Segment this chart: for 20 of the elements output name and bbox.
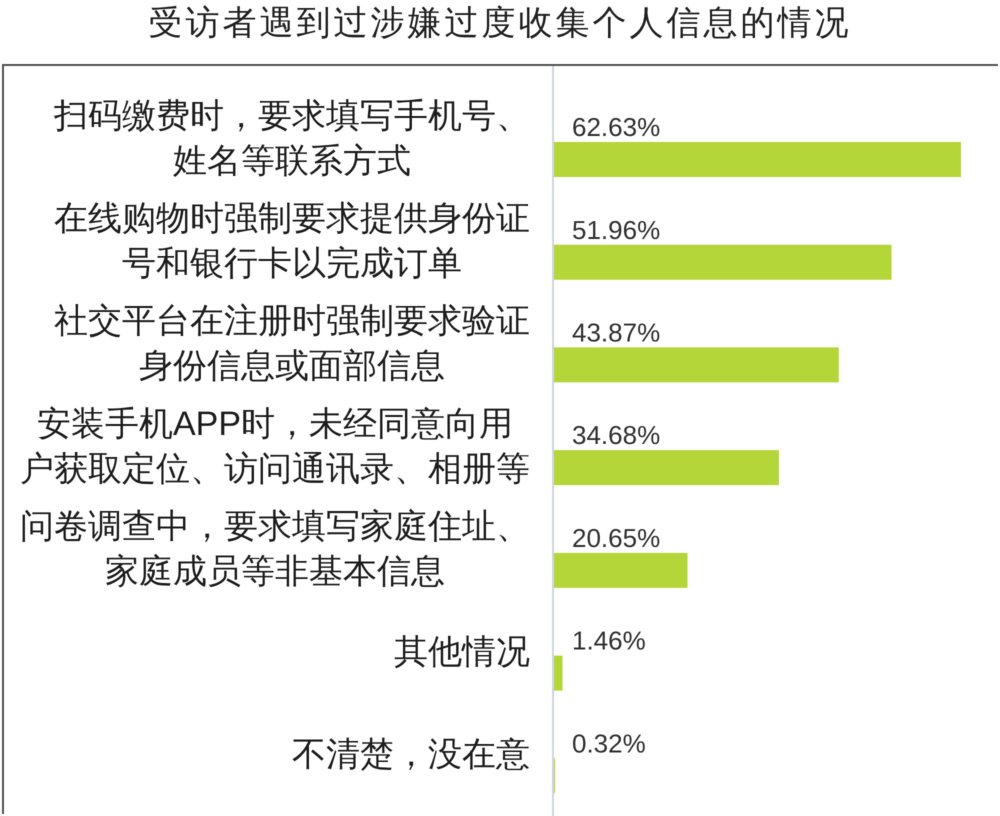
y-tick-label: 其他情况 <box>394 632 530 671</box>
data-label: 34.68% <box>572 420 660 450</box>
bar <box>553 347 839 382</box>
y-tick-label: 不清楚，没在意 <box>292 736 530 774</box>
data-label: 62.63% <box>572 112 660 142</box>
y-tick-label: 在线购物时强制要求提供身份证号和银行卡以完成订单 <box>54 199 530 282</box>
data-label: 20.65% <box>572 522 660 553</box>
y-tick-label: 安装手机APP时，未经同意向用户获取定位、访问通讯录、相册等 <box>20 404 530 488</box>
bar <box>553 142 961 177</box>
data-label: 43.87% <box>572 318 660 348</box>
y-tick-label: 社交平台在注册时强制要求验证身份信息或面部信息 <box>54 302 530 386</box>
chart-title: 受访者遇到过涉嫌过度收集个人信息的情况 <box>148 3 852 44</box>
data-label: 51.96% <box>572 214 660 245</box>
data-label: 1.46% <box>572 626 646 656</box>
y-tick-label: 问卷调查中，要求填写家庭住址、家庭成员等非基本信息 <box>20 508 530 591</box>
data-label: 0.32% <box>572 728 646 758</box>
y-tick-label: 扫码缴费时，要求填写手机号、姓名等联系方式 <box>53 96 530 180</box>
bar <box>553 450 779 486</box>
bar <box>553 552 688 588</box>
bar <box>553 244 892 280</box>
